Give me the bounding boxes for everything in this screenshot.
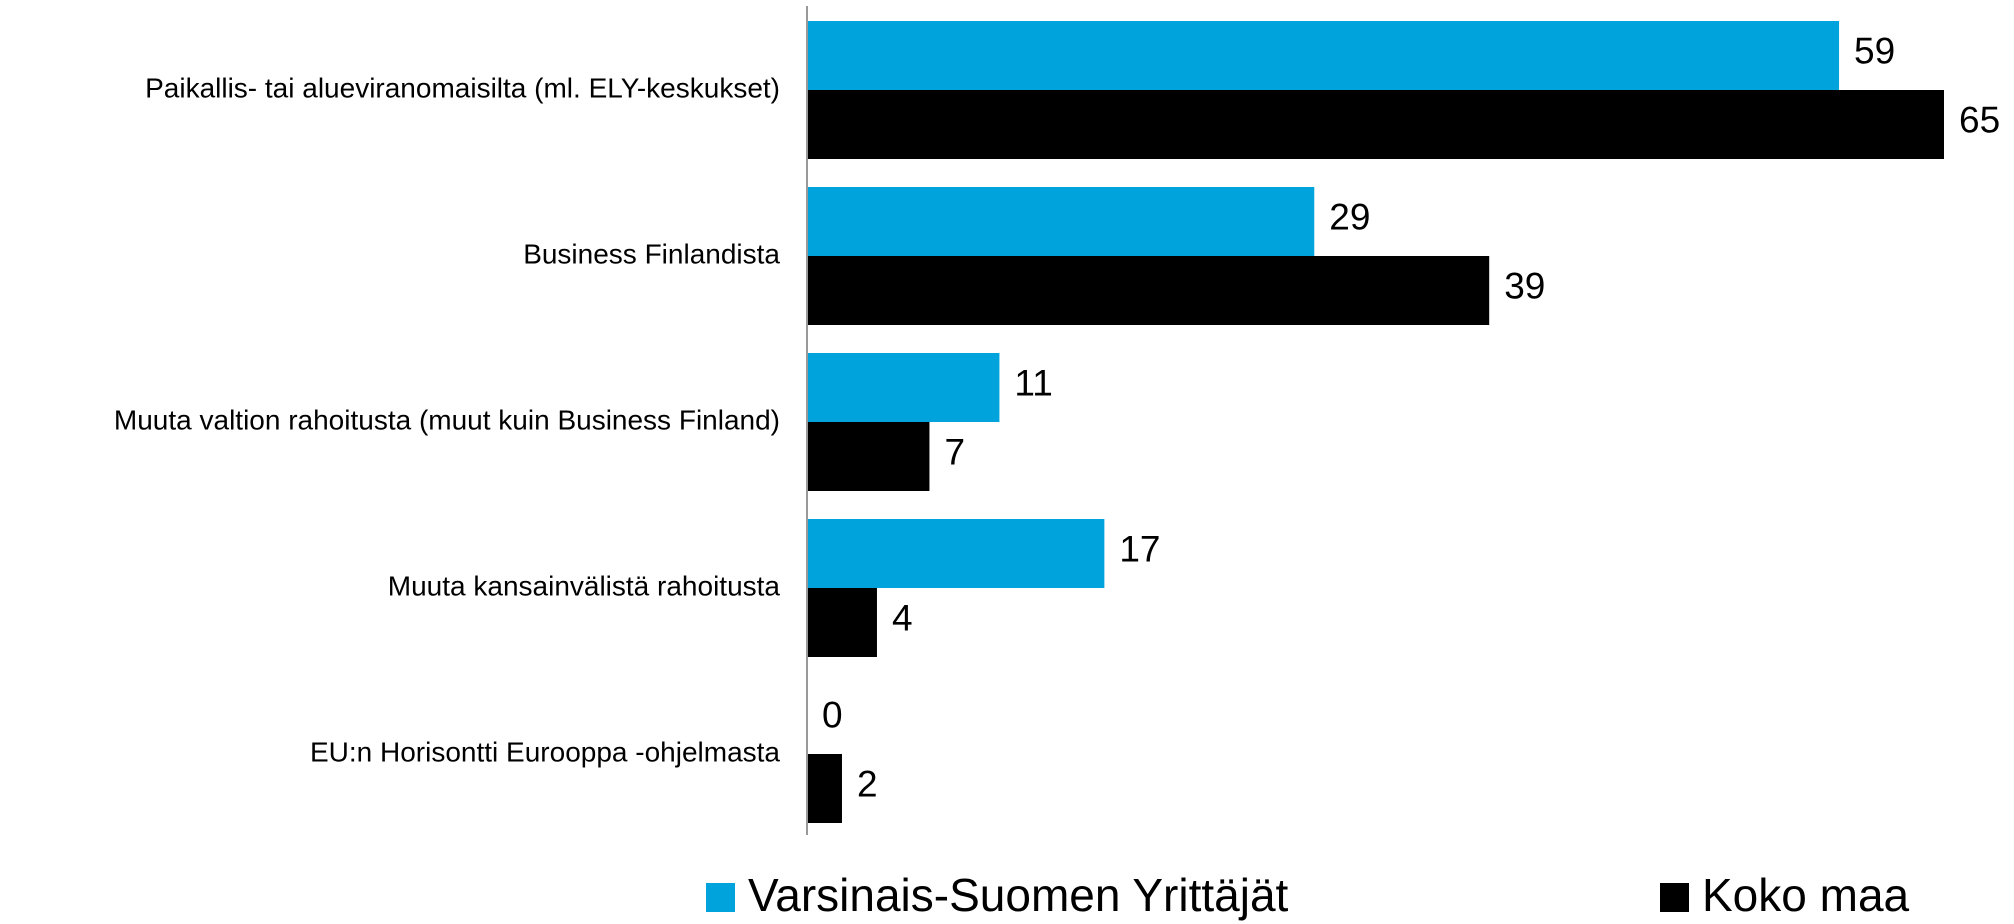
bar <box>807 588 877 657</box>
value-label: 7 <box>944 431 965 472</box>
value-label: 39 <box>1504 265 1545 306</box>
bar <box>807 353 1000 422</box>
category-label: EU:n Horisontti Eurooppa -ohjelmasta <box>310 736 780 767</box>
value-label: 29 <box>1329 196 1370 237</box>
value-label: 65 <box>1959 99 2000 140</box>
bar <box>807 187 1315 256</box>
bar <box>807 21 1840 90</box>
category-label: Paikallis- tai alueviranomaisilta (ml. E… <box>145 72 780 103</box>
legend-swatch <box>706 883 735 912</box>
bar <box>807 754 842 823</box>
value-label: 2 <box>857 763 878 804</box>
bar <box>807 256 1490 325</box>
category-label: Muuta valtion rahoitusta (muut kuin Busi… <box>114 404 780 435</box>
value-label: 17 <box>1119 528 1160 569</box>
legend-swatch <box>1660 883 1689 912</box>
bar <box>807 422 930 491</box>
legend-label: Varsinais-Suomen Yrittäjät <box>748 869 1289 921</box>
category-label: Muuta kansainvälistä rahoitusta <box>388 570 781 601</box>
value-label: 4 <box>892 597 913 638</box>
value-label: 11 <box>1014 362 1052 403</box>
value-label: 0 <box>822 694 843 735</box>
value-label: 59 <box>1854 30 1895 71</box>
bar <box>807 519 1105 588</box>
bar <box>807 90 1944 159</box>
category-label: Business Finlandista <box>523 238 780 269</box>
legend-label: Koko maa <box>1702 869 1910 921</box>
